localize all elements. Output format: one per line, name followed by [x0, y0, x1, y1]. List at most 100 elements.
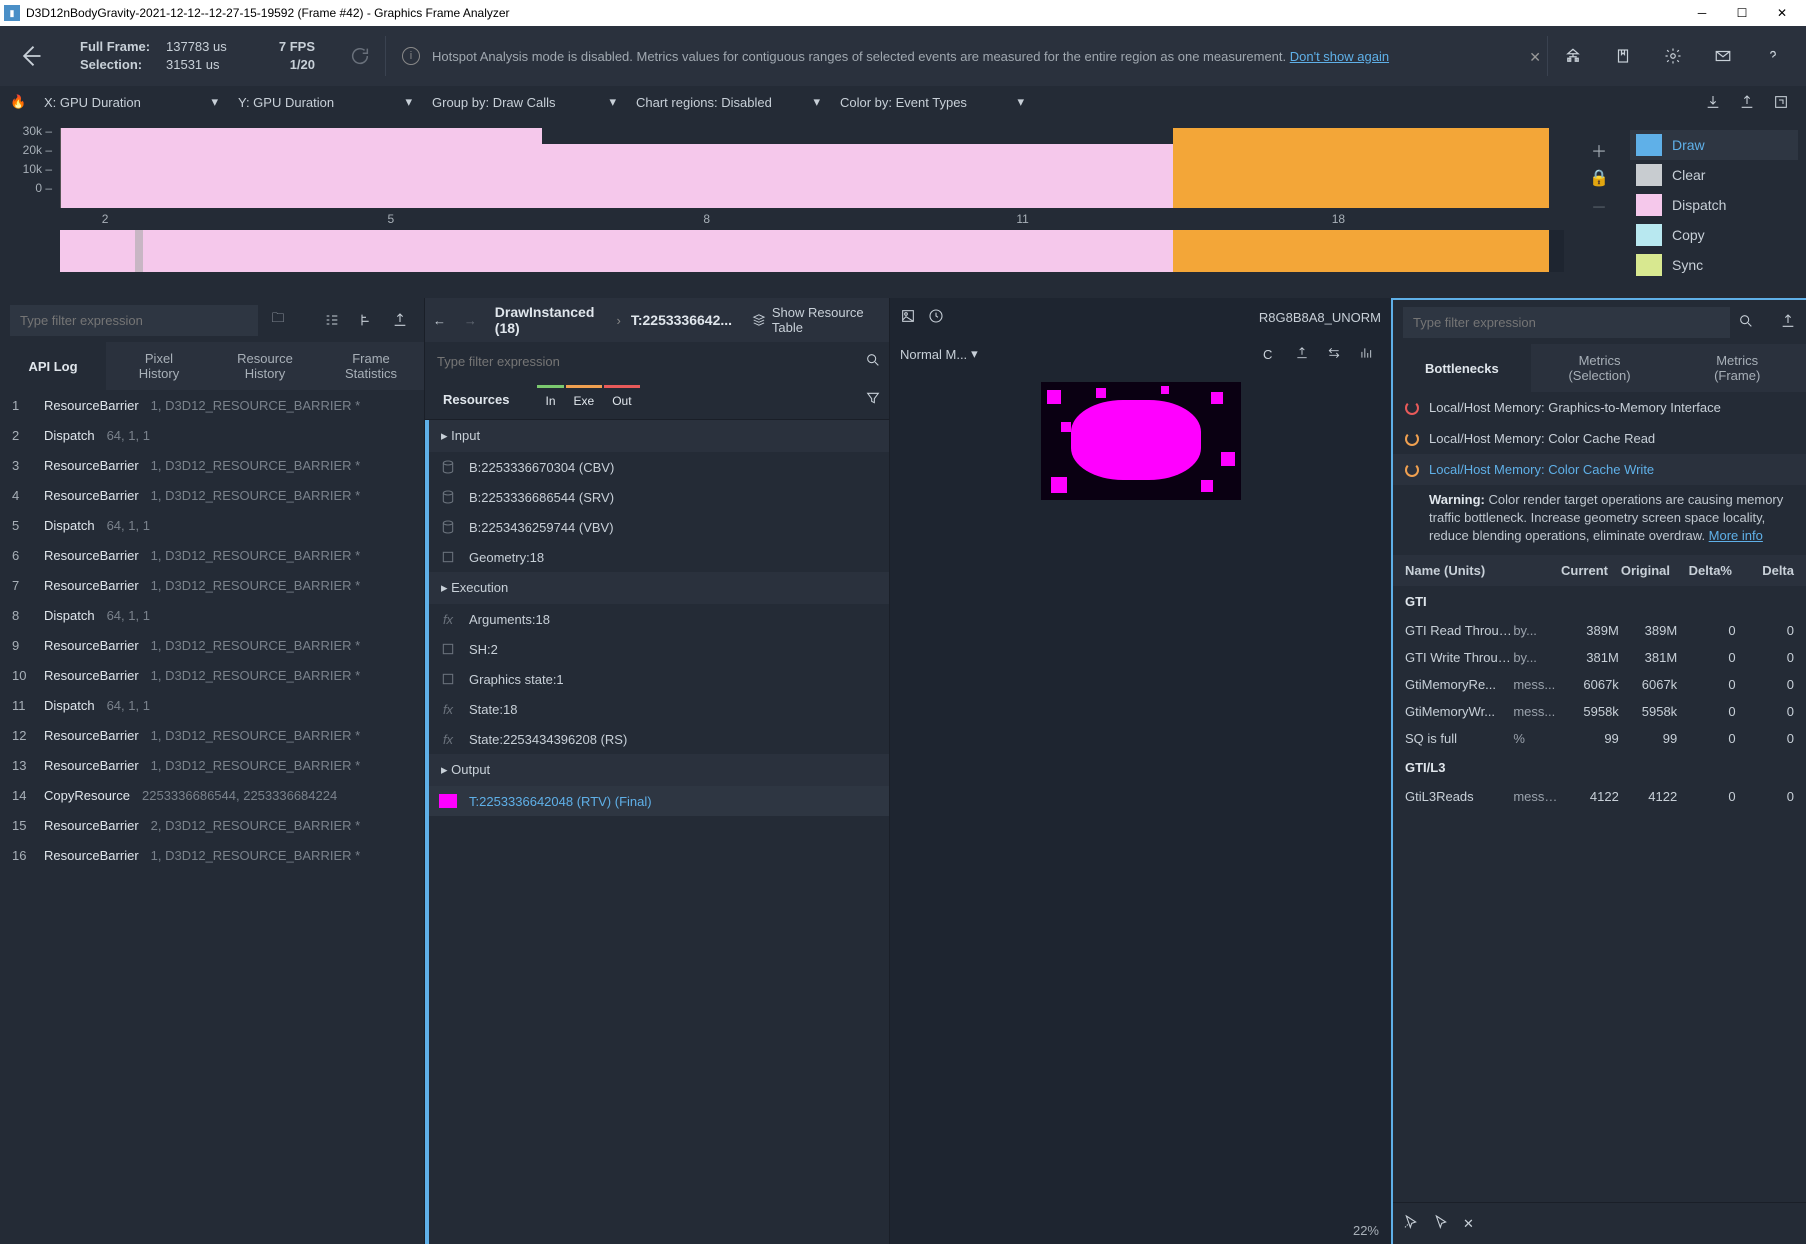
- breadcrumb-target[interactable]: T:2253336642...: [631, 312, 732, 328]
- hierarchy-button[interactable]: [1548, 26, 1598, 86]
- help-button[interactable]: [1748, 26, 1798, 86]
- filter-icon[interactable]: [865, 390, 881, 409]
- image-icon[interactable]: [900, 308, 916, 327]
- metrics-row[interactable]: GTI Write Throug...by...381M381M00: [1393, 644, 1806, 671]
- chart-bar[interactable]: [1173, 128, 1549, 208]
- folder-button[interactable]: 🗀: [264, 306, 292, 334]
- tab-api-log[interactable]: API Log: [0, 342, 106, 390]
- resource-item[interactable]: fxArguments:18: [429, 604, 889, 634]
- resource-item[interactable]: Geometry:18: [429, 542, 889, 572]
- export-button[interactable]: [1732, 87, 1762, 117]
- output-filter-pill[interactable]: Out: [604, 385, 639, 414]
- chart-bar[interactable]: [542, 144, 1173, 208]
- search-icon[interactable]: [1738, 313, 1754, 332]
- bottleneck-item[interactable]: Local/Host Memory: Color Cache Read: [1393, 423, 1806, 454]
- x-axis-dropdown[interactable]: X: GPU Duration▾: [36, 94, 226, 110]
- metrics-row[interactable]: GTI Read Throug...by...389M389M00: [1393, 617, 1806, 644]
- metrics-filter-input[interactable]: [1403, 307, 1730, 338]
- api-row[interactable]: 5Dispatch64, 1, 1: [0, 510, 424, 540]
- lock-button[interactable]: 🔒: [1589, 168, 1609, 188]
- export-api-button[interactable]: [386, 306, 414, 334]
- mail-button[interactable]: [1698, 26, 1748, 86]
- resource-item[interactable]: B:2253336670304 (CBV): [429, 452, 889, 482]
- legend-item-dispatch[interactable]: Dispatch: [1630, 190, 1798, 220]
- export-metrics-button[interactable]: [1780, 313, 1796, 332]
- resource-group[interactable]: ▸ Input: [429, 420, 889, 452]
- chart-bar[interactable]: [61, 128, 542, 208]
- clear-button[interactable]: ✕: [1463, 1216, 1474, 1232]
- import-button[interactable]: [1698, 87, 1728, 117]
- api-row[interactable]: 12ResourceBarrier1, D3D12_RESOURCE_BARRI…: [0, 720, 424, 750]
- select-mode-button[interactable]: [1403, 1214, 1419, 1233]
- maximize-button[interactable]: ☐: [1722, 0, 1762, 26]
- pointer-button[interactable]: [1433, 1214, 1449, 1233]
- api-filter-input[interactable]: [10, 305, 258, 336]
- metrics-group[interactable]: GTI/L3: [1393, 752, 1806, 783]
- api-row[interactable]: 11Dispatch64, 1, 1: [0, 690, 424, 720]
- legend-item-sync[interactable]: Sync: [1630, 250, 1798, 280]
- resource-group[interactable]: ▸ Execution: [429, 572, 889, 604]
- api-row[interactable]: 10ResourceBarrier1, D3D12_RESOURCE_BARRI…: [0, 660, 424, 690]
- settings-button[interactable]: [1648, 26, 1698, 86]
- legend-item-copy[interactable]: Copy: [1630, 220, 1798, 250]
- zoom-out-button[interactable]: －: [1591, 194, 1607, 218]
- api-row[interactable]: 9ResourceBarrier1, D3D12_RESOURCE_BARRIE…: [0, 630, 424, 660]
- render-target-preview[interactable]: [1041, 382, 1241, 500]
- resource-item[interactable]: B:2253436259744 (VBV): [429, 512, 889, 542]
- api-row[interactable]: 8Dispatch64, 1, 1: [0, 600, 424, 630]
- nav-back-button[interactable]: ←: [433, 313, 454, 328]
- api-row[interactable]: 7ResourceBarrier1, D3D12_RESOURCE_BARRIE…: [0, 570, 424, 600]
- resource-item[interactable]: Graphics state:1: [429, 664, 889, 694]
- show-resource-table-button[interactable]: Show Resource Table: [752, 305, 881, 335]
- metrics-row[interactable]: GtiL3Readsmessages4122412200: [1393, 783, 1806, 810]
- color-by-dropdown[interactable]: Color by: Event Types▾: [832, 94, 1032, 110]
- tab-resource[interactable]: ResourceHistory: [212, 342, 318, 390]
- minimize-button[interactable]: ─: [1682, 0, 1722, 26]
- api-row[interactable]: 6ResourceBarrier1, D3D12_RESOURCE_BARRIE…: [0, 540, 424, 570]
- breadcrumb-draw[interactable]: DrawInstanced (18): [495, 304, 607, 336]
- resources-tab[interactable]: Resources: [433, 384, 519, 415]
- y-axis-dropdown[interactable]: Y: GPU Duration▾: [230, 94, 420, 110]
- tab-pixel[interactable]: PixelHistory: [106, 342, 212, 390]
- resource-item[interactable]: fxState:2253434396208 (RS): [429, 724, 889, 754]
- preview-mode-dropdown[interactable]: Normal M... ▾: [900, 346, 978, 362]
- tree-view-button[interactable]: [352, 306, 380, 334]
- input-filter-pill[interactable]: In: [537, 385, 563, 414]
- search-icon[interactable]: [865, 352, 881, 371]
- metrics-row[interactable]: SQ is full%999900: [1393, 725, 1806, 752]
- metrics-tab[interactable]: Metrics(Selection): [1531, 344, 1669, 392]
- flip-button[interactable]: [1327, 346, 1349, 363]
- channels-button[interactable]: C: [1263, 347, 1285, 362]
- metrics-tab[interactable]: Metrics(Frame): [1668, 344, 1806, 392]
- exec-filter-pill[interactable]: Exe: [566, 385, 603, 414]
- metrics-row[interactable]: GtiMemoryWr...mess...5958k5958k00: [1393, 698, 1806, 725]
- metrics-group[interactable]: GTI: [1393, 586, 1806, 617]
- histogram-button[interactable]: [1359, 346, 1381, 363]
- metrics-tab[interactable]: Bottlenecks: [1393, 344, 1531, 392]
- metrics-row[interactable]: GtiMemoryRe...mess...6067k6067k00: [1393, 671, 1806, 698]
- api-row[interactable]: 15ResourceBarrier2, D3D12_RESOURCE_BARRI…: [0, 810, 424, 840]
- zoom-in-button[interactable]: ＋: [1591, 138, 1607, 162]
- api-row[interactable]: 13ResourceBarrier1, D3D12_RESOURCE_BARRI…: [0, 750, 424, 780]
- dont-show-again-link[interactable]: Don't show again: [1290, 49, 1389, 64]
- clock-icon[interactable]: [928, 308, 944, 327]
- info-close-button[interactable]: ✕: [1529, 49, 1541, 66]
- api-row[interactable]: 4ResourceBarrier1, D3D12_RESOURCE_BARRIE…: [0, 480, 424, 510]
- legend-item-clear[interactable]: Clear: [1630, 160, 1798, 190]
- back-button[interactable]: [0, 42, 60, 70]
- bottleneck-item[interactable]: Local/Host Memory: Graphics-to-Memory In…: [1393, 392, 1806, 423]
- api-row[interactable]: 14CopyResource2253336686544, 22533366842…: [0, 780, 424, 810]
- resource-item[interactable]: B:2253336686544 (SRV): [429, 482, 889, 512]
- flame-icon[interactable]: 🔥: [10, 94, 32, 110]
- chart-regions-dropdown[interactable]: Chart regions: Disabled▾: [628, 94, 828, 110]
- resource-item[interactable]: T:2253336642048 (RTV) (Final): [429, 786, 889, 816]
- resource-group[interactable]: ▸ Output: [429, 754, 889, 786]
- resource-item[interactable]: fxState:18: [429, 694, 889, 724]
- resource-filter-input[interactable]: [433, 348, 857, 375]
- bottleneck-item[interactable]: Local/Host Memory: Color Cache Write: [1393, 454, 1806, 485]
- api-row[interactable]: 3ResourceBarrier1, D3D12_RESOURCE_BARRIE…: [0, 450, 424, 480]
- api-row[interactable]: 2Dispatch64, 1, 1: [0, 420, 424, 450]
- list-view-button[interactable]: [318, 306, 346, 334]
- close-button[interactable]: ✕: [1762, 0, 1802, 26]
- group-by-dropdown[interactable]: Group by: Draw Calls▾: [424, 94, 624, 110]
